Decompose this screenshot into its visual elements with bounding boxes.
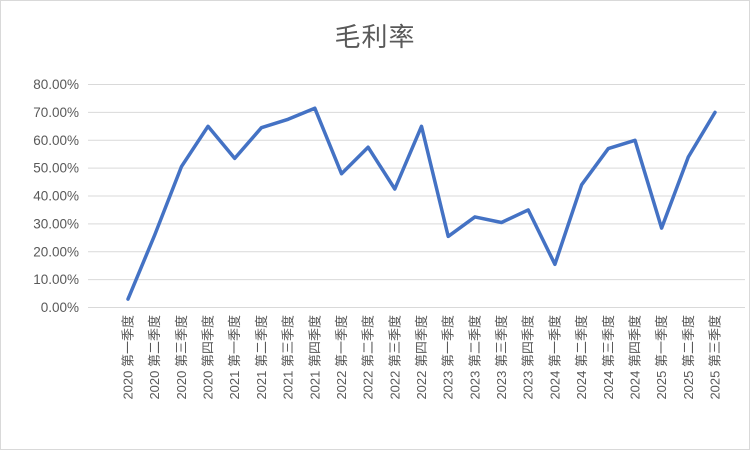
y-axis-tick-label: 60.00%	[33, 133, 79, 148]
x-axis-category-label: 2024 第一季度	[547, 315, 562, 400]
x-axis-category-label: 2022 第一季度	[334, 315, 349, 400]
x-axis-category-label: 2022 第二季度	[361, 315, 376, 400]
x-axis-category-label: 2020 第四季度	[201, 315, 216, 400]
x-axis-category-label: 2025 第三季度	[708, 315, 723, 400]
x-axis-category-label: 2023 第一季度	[441, 315, 456, 400]
data-series-line	[126, 106, 717, 301]
y-axis-tick-label: 0.00%	[41, 300, 79, 315]
chart-title: 毛利率	[334, 22, 416, 52]
x-axis-category-label: 2023 第三季度	[494, 315, 509, 400]
x-axis-category-label: 2020 第二季度	[147, 315, 162, 400]
y-axis-tick-label: 50.00%	[33, 161, 79, 176]
x-axis-category-label: 2024 第二季度	[574, 315, 589, 400]
y-axis-tick-label: 30.00%	[33, 216, 79, 231]
x-axis-category-label: 2024 第四季度	[627, 315, 642, 400]
y-axis-tick-label: 10.00%	[33, 272, 79, 287]
x-axis-category-label: 2021 第四季度	[307, 315, 322, 400]
x-axis-category-label: 2025 第二季度	[681, 315, 696, 400]
y-axis-tick-label: 70.00%	[33, 105, 79, 120]
x-axis-category-label: 2021 第三季度	[281, 315, 296, 400]
x-axis-category-label: 2022 第三季度	[387, 315, 402, 400]
x-axis-category-label: 2021 第二季度	[254, 315, 269, 400]
x-axis-category-label: 2022 第四季度	[414, 315, 429, 400]
x-axis-category-label: 2025 第一季度	[654, 315, 669, 400]
x-axis-category-label: 2020 第一季度	[121, 315, 136, 400]
y-axis-tick-label: 20.00%	[33, 244, 79, 259]
y-axis-tick-label: 40.00%	[33, 189, 79, 204]
y-axis-tick-label: 80.00%	[33, 77, 79, 92]
x-axis-category-label: 2024 第三季度	[601, 315, 616, 400]
x-axis-category-label: 2023 第二季度	[467, 315, 482, 400]
x-axis-category-label: 2021 第一季度	[227, 315, 242, 400]
x-axis-category-label: 2020 第三季度	[174, 315, 189, 400]
x-axis-category-label: 2023 第四季度	[521, 315, 536, 400]
